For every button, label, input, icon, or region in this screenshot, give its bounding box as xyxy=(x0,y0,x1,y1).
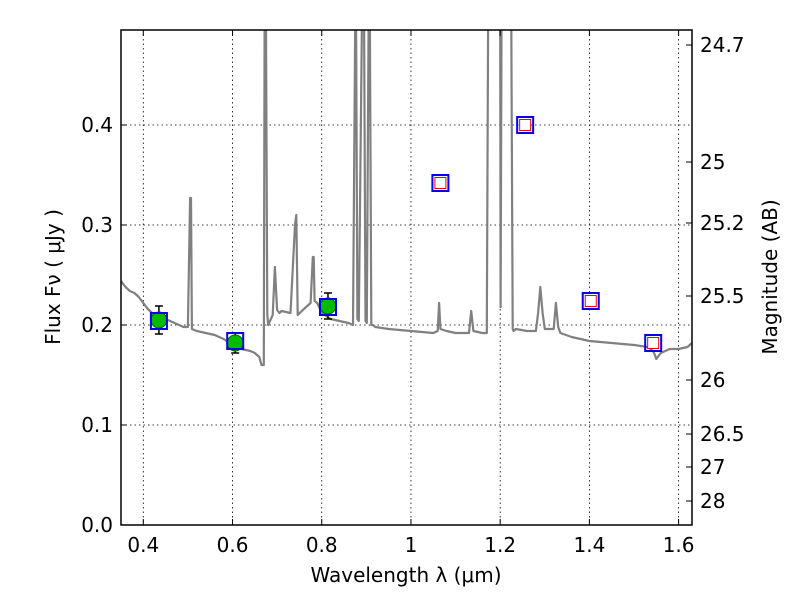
x-tick-label: 1.2 xyxy=(484,533,516,557)
limit-square xyxy=(584,295,597,307)
right-tick-label: 24.7 xyxy=(700,33,745,57)
model-square xyxy=(431,174,450,192)
model-square xyxy=(516,116,535,134)
right-tick-label: 25.2 xyxy=(700,211,745,235)
model-square xyxy=(149,312,168,330)
x-axis-label: Wavelength λ (μm) xyxy=(310,563,501,587)
limit-square xyxy=(434,177,447,189)
model-square xyxy=(581,292,600,310)
x-tick-label: 0.4 xyxy=(127,533,159,557)
y-tick-label: 0.2 xyxy=(81,313,113,337)
right-axis-label: Magnitude (AB) xyxy=(758,199,782,354)
y-tick-label: 0.4 xyxy=(81,113,113,137)
y-tick-label: 0.1 xyxy=(81,413,113,437)
x-tick-label: 0.8 xyxy=(306,533,338,557)
model-square xyxy=(644,334,663,352)
right-tick-label: 25 xyxy=(700,150,725,174)
plot-frame xyxy=(120,29,693,526)
x-tick-label: 1.4 xyxy=(573,533,605,557)
spectrum-line xyxy=(121,30,692,367)
right-tick-label: 26.5 xyxy=(700,422,745,446)
right-tick-label: 28 xyxy=(700,489,725,513)
limit-square xyxy=(647,337,660,349)
right-tick-label: 27 xyxy=(700,455,725,479)
y-tick-label: 0.3 xyxy=(81,213,113,237)
grid-lines xyxy=(121,30,692,526)
spectrum-layer xyxy=(121,30,692,367)
model-square xyxy=(226,332,245,350)
marker-layer xyxy=(149,116,663,354)
x-tick-label: 1 xyxy=(405,533,418,557)
tick-layer: 0.4 0.6 0.8 1 1.2 1.4 1.6 0.0 0.1 0.2 0.3 0.4 24.7 25… xyxy=(81,30,745,557)
limit-square xyxy=(519,119,532,131)
right-tick-label: 25.5 xyxy=(700,284,745,308)
observed-point xyxy=(150,311,168,329)
model-square xyxy=(318,298,337,316)
x-tick-label: 0.6 xyxy=(217,533,249,557)
y-tick-label: 0.0 xyxy=(81,513,113,537)
observed-point xyxy=(319,297,337,315)
x-tick-label: 1.6 xyxy=(663,533,695,557)
right-tick-label: 26 xyxy=(700,368,725,392)
y-axis-label: Flux Fν ( μJy ) xyxy=(41,209,65,345)
